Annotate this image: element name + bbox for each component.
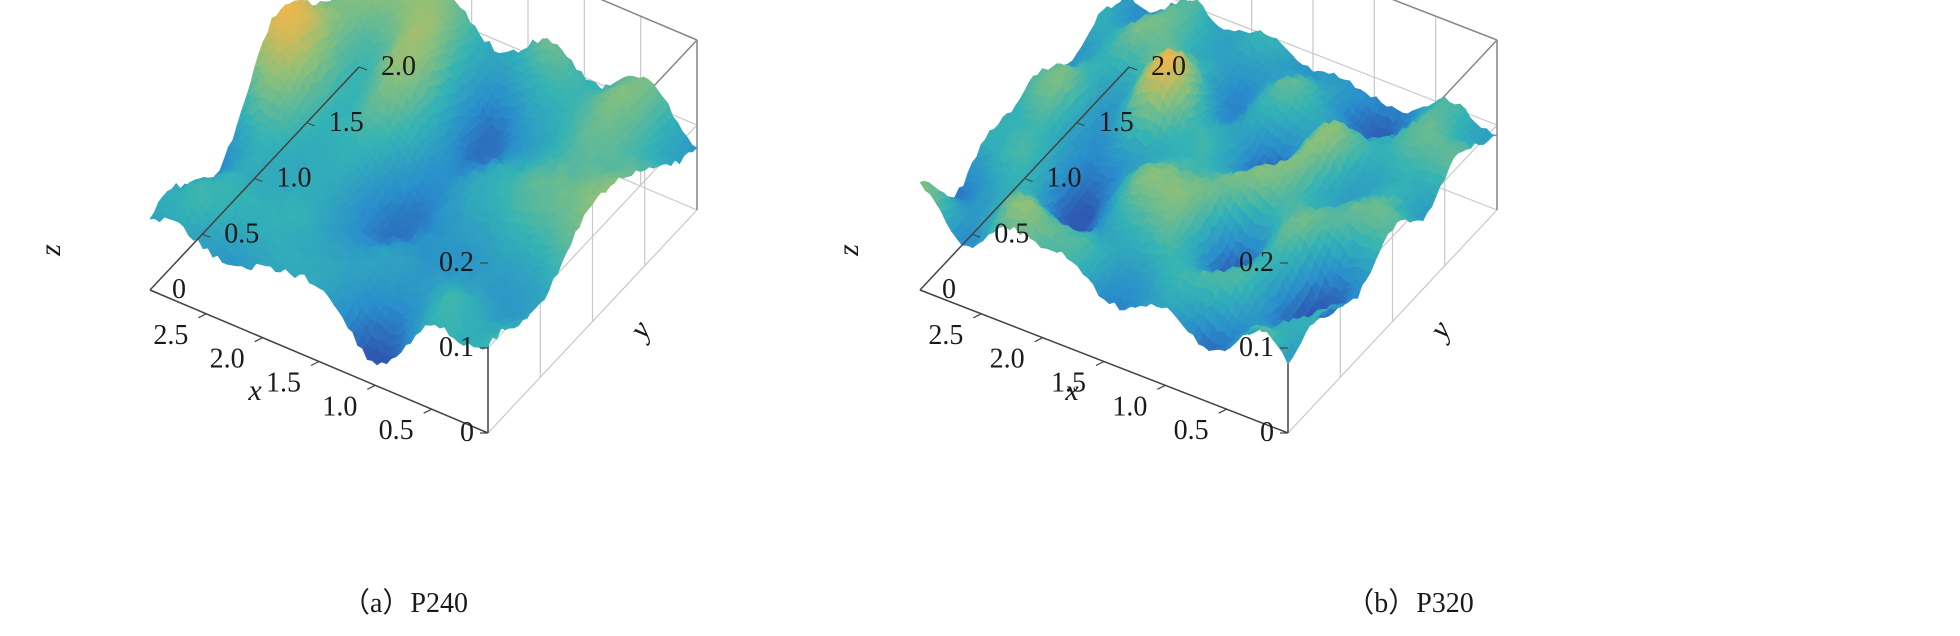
y-tick-label: 0 [172, 274, 186, 305]
z-tick-label: 0.1 [439, 332, 474, 363]
grid-line [487, 209, 698, 434]
y-tick-label: 0.5 [224, 218, 259, 249]
surface-facet [171, 183, 182, 190]
surface-facet [424, 0, 434, 2]
y-tick-mark [149, 289, 159, 294]
back-edge [600, 0, 698, 41]
x-tick-mark [198, 313, 207, 319]
x-tick-mark [423, 408, 432, 414]
surface [919, 0, 1498, 365]
surface [149, 0, 698, 366]
y-tick-label: 2.0 [381, 51, 416, 82]
x-tick-mark [310, 360, 320, 367]
y-tick-label: 1.0 [277, 163, 312, 194]
panel-a-surface-chart: 0.5 1.0 1.5 2.0 2.5 0 0.5 1.0 1.5 2.0 0 0.1 0.2 x y z [34, 0, 698, 448]
x-tick-label: 0.5 [379, 415, 414, 446]
x-tick-mark [254, 337, 263, 343]
x-tick-label: 2.0 [210, 344, 245, 375]
surface-facet [448, 0, 457, 4]
z-tick-label: 0 [460, 417, 474, 448]
z-tick-label: 0.2 [439, 247, 474, 278]
x-tick-label: 1.0 [322, 391, 357, 422]
x-axis-label: x [247, 374, 262, 407]
y-axis-label: y [621, 314, 658, 347]
z-axis-label: z [34, 244, 67, 257]
x-tick-label: 1.5 [266, 368, 301, 399]
x-tick-mark [367, 384, 376, 390]
x-tick-label: 2.5 [153, 320, 188, 351]
y-tick-label: 1.5 [329, 107, 364, 138]
